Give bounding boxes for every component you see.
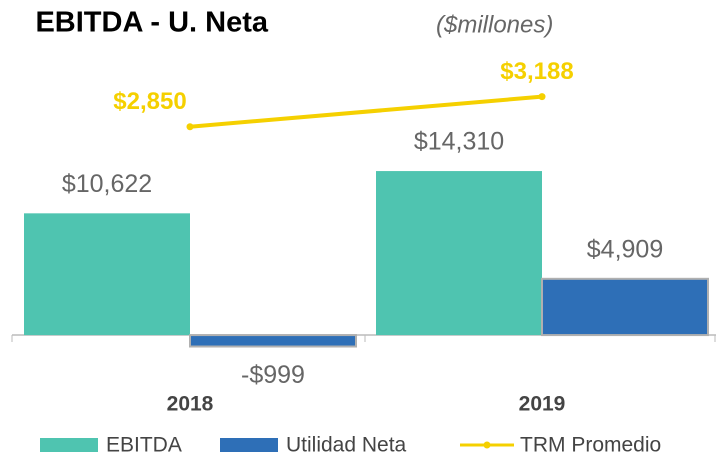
data-label: $4,909 [587,235,663,263]
line [189,94,543,129]
legend-label: Utilidad Neta [286,434,407,457]
bar [376,171,542,336]
point [538,93,546,101]
x-tick-label: 2018 [167,393,214,416]
data-label: $14,310 [414,128,504,156]
chart-title: EBITDA - U. Neta [35,7,268,39]
legend-swatch [40,438,98,452]
data-label: $3,188 [500,58,573,85]
bar [541,277,709,337]
point [186,123,194,131]
data-label: -$999 [241,361,305,389]
legend-swatch [483,441,491,449]
legend-label: TRM Promedio [520,434,661,457]
data-label: $2,850 [113,88,186,115]
legend-label: EBITDA [106,434,182,457]
data-label: $10,622 [62,170,152,198]
bar [24,213,190,336]
chart-subtitle: ($millones) [436,11,553,38]
bar [189,334,357,348]
x-tick-label: 2019 [519,393,566,416]
legend-swatch [220,438,278,452]
